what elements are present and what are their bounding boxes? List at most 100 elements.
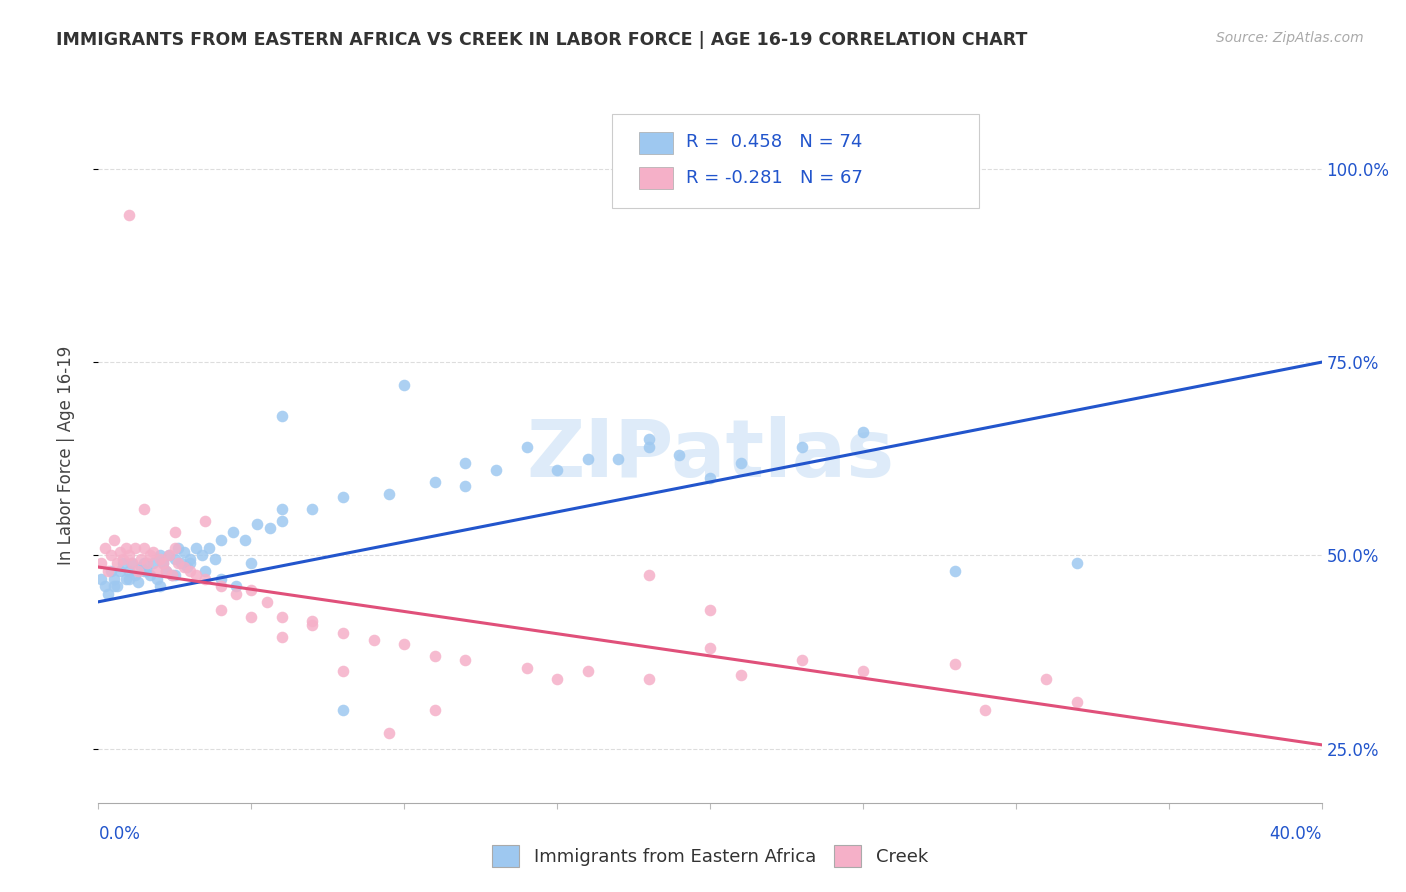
Point: [152, 556, 174, 570]
Point: [103, 533, 125, 547]
Point: [142, 544, 165, 558]
Point: [301, 614, 323, 628]
Point: [270, 502, 292, 516]
Point: [790, 440, 813, 454]
Point: [136, 564, 159, 578]
Text: ZIPatlas: ZIPatlas: [526, 416, 894, 494]
Point: [111, 552, 134, 566]
Point: [485, 463, 508, 477]
Point: [256, 595, 278, 609]
Point: [607, 451, 630, 466]
Point: [173, 544, 195, 558]
Point: [163, 552, 186, 566]
Point: [149, 549, 172, 563]
Point: [155, 564, 177, 578]
FancyBboxPatch shape: [640, 132, 673, 154]
Point: [240, 583, 263, 598]
Point: [1234, 827, 1257, 841]
Point: [332, 703, 354, 717]
Point: [516, 660, 538, 674]
Text: IMMIGRANTS FROM EASTERN AFRICA VS CREEK IN LABOR FORCE | AGE 16-19 CORRELATION C: IMMIGRANTS FROM EASTERN AFRICA VS CREEK …: [56, 31, 1028, 49]
Point: [186, 567, 208, 582]
Point: [134, 556, 156, 570]
Point: [97, 564, 120, 578]
Point: [301, 502, 323, 516]
Text: Source: ZipAtlas.com: Source: ZipAtlas.com: [1216, 31, 1364, 45]
Point: [699, 471, 721, 485]
Point: [197, 541, 219, 555]
Point: [194, 514, 217, 528]
Point: [699, 602, 721, 616]
Point: [852, 665, 875, 679]
Point: [108, 544, 131, 558]
Point: [179, 556, 201, 570]
Point: [139, 567, 162, 582]
Point: [225, 579, 247, 593]
Point: [546, 463, 568, 477]
Legend: Immigrants from Eastern Africa, Creek: Immigrants from Eastern Africa, Creek: [485, 838, 935, 874]
Point: [179, 564, 201, 578]
Point: [332, 665, 354, 679]
Point: [270, 610, 292, 624]
Point: [176, 560, 198, 574]
Point: [167, 556, 190, 570]
Point: [204, 552, 226, 566]
Point: [392, 637, 416, 651]
Y-axis label: In Labor Force | Age 16-19: In Labor Force | Age 16-19: [56, 345, 75, 565]
Point: [209, 572, 232, 586]
Point: [163, 567, 186, 582]
Point: [363, 633, 385, 648]
Point: [1066, 695, 1088, 709]
Point: [90, 556, 112, 570]
Point: [121, 556, 143, 570]
Point: [134, 541, 156, 555]
Point: [157, 549, 180, 563]
Point: [332, 491, 354, 505]
Point: [209, 579, 232, 593]
Point: [301, 618, 323, 632]
Text: 0.0%: 0.0%: [98, 825, 141, 843]
Point: [167, 541, 190, 555]
Point: [134, 564, 156, 578]
Point: [1035, 672, 1057, 686]
Point: [115, 572, 138, 586]
Point: [93, 541, 115, 555]
Point: [516, 440, 538, 454]
Point: [163, 541, 186, 555]
Point: [576, 451, 599, 466]
Point: [136, 556, 159, 570]
Point: [378, 726, 401, 740]
Point: [222, 525, 245, 540]
Point: [943, 564, 966, 578]
Point: [270, 514, 292, 528]
Point: [637, 567, 661, 582]
Point: [546, 672, 568, 686]
Point: [100, 549, 122, 563]
Point: [115, 541, 138, 555]
Point: [105, 579, 128, 593]
Point: [129, 552, 152, 566]
Point: [1066, 556, 1088, 570]
Point: [194, 572, 217, 586]
Point: [699, 641, 721, 656]
Point: [160, 567, 183, 582]
Point: [145, 572, 167, 586]
Point: [730, 668, 752, 682]
Point: [93, 579, 115, 593]
Point: [454, 479, 477, 493]
Point: [108, 564, 131, 578]
Point: [163, 525, 186, 540]
Point: [124, 541, 146, 555]
Point: [790, 653, 813, 667]
Point: [668, 448, 690, 462]
Point: [246, 517, 269, 532]
Point: [179, 552, 201, 566]
Text: 40.0%: 40.0%: [1270, 825, 1322, 843]
Point: [103, 572, 125, 586]
FancyBboxPatch shape: [612, 114, 979, 208]
Point: [259, 521, 281, 535]
Point: [157, 549, 180, 563]
Point: [139, 549, 162, 563]
Point: [97, 587, 120, 601]
Point: [155, 564, 177, 578]
